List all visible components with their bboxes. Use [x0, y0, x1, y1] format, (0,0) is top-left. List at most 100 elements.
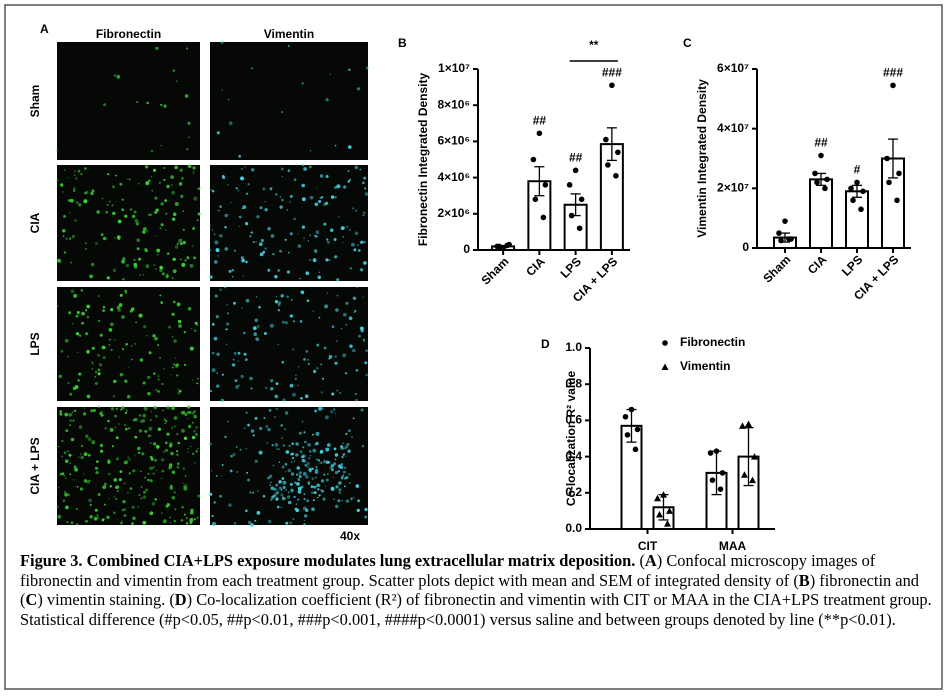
stain-dot [315, 476, 317, 479]
data-point [572, 167, 579, 174]
stain-dot [224, 286, 227, 289]
stain-dot [295, 374, 297, 377]
stain-dot [67, 450, 69, 453]
stain-dot [345, 372, 348, 375]
caption: Figure 3. Combined CIA+LPS exposure modu… [20, 551, 932, 629]
stain-dot [290, 314, 294, 318]
data-point [660, 491, 667, 498]
stain-dot [171, 406, 175, 411]
stain-dot [187, 164, 192, 169]
stain-dot [124, 500, 127, 503]
stain-dot [255, 241, 257, 243]
stain-dot [233, 249, 236, 252]
stain-dot [96, 460, 99, 463]
stain-dot [262, 494, 266, 498]
stain-dot [182, 210, 185, 213]
stain-dot [311, 477, 315, 481]
stain-dot [140, 420, 143, 423]
stain-dot [320, 461, 323, 464]
stain-dot [159, 357, 162, 359]
stain-dot [307, 240, 309, 242]
stain-dot [83, 412, 87, 416]
stain-dot [289, 232, 293, 236]
stain-dot [193, 414, 197, 419]
stain-dot [169, 521, 172, 524]
stain-dot [95, 509, 98, 512]
stain-dot [345, 499, 349, 503]
stain-dot [124, 214, 128, 218]
stain-dot [291, 299, 293, 301]
stain-dot [138, 451, 141, 454]
stain-dot [197, 212, 201, 216]
stain-dot [115, 436, 119, 440]
stain-dot [98, 363, 103, 367]
stain-dot [64, 169, 66, 171]
stain-dot [280, 493, 284, 497]
stain-dot [115, 200, 117, 203]
stain-dot [231, 363, 236, 367]
stain-dot [222, 175, 225, 178]
stain-dot [180, 194, 184, 198]
stain-dot [255, 296, 258, 298]
data-point [615, 149, 621, 156]
comparison-label: ** [589, 38, 599, 52]
stain-dot [266, 442, 269, 444]
stain-dot [208, 442, 212, 446]
stain-dot [140, 497, 143, 500]
stain-dot [252, 326, 257, 331]
stain-dot [62, 235, 65, 238]
stain-dot [189, 346, 194, 351]
stain-dot [186, 148, 189, 151]
stain-dot [340, 463, 343, 466]
stain-dot [118, 303, 123, 307]
stain-dot [66, 521, 69, 523]
stain-dot [242, 205, 247, 209]
micrograph [57, 42, 200, 160]
x-tick-label: Sham [760, 252, 793, 285]
stain-dot [252, 434, 255, 437]
stain-dot [75, 177, 78, 180]
y-tick-label: 0 [742, 240, 749, 254]
stain-dot [78, 372, 81, 376]
stain-dot [241, 168, 243, 170]
stain-dot [78, 203, 82, 207]
stain-dot [265, 424, 269, 428]
stain-dot [119, 470, 123, 473]
data-point [613, 172, 619, 179]
stain-dot [210, 189, 213, 191]
stain-dot [112, 395, 115, 398]
stain-dot [296, 473, 299, 476]
y-tick-label: 0.4 [565, 449, 582, 463]
stain-dot [192, 172, 195, 175]
stain-dot [247, 423, 250, 427]
stain-dot [131, 522, 134, 525]
stain-dot [196, 219, 199, 222]
stain-dot [97, 372, 101, 376]
stain-dot [184, 412, 188, 417]
stain-dot [250, 429, 255, 433]
stain-dot [254, 416, 258, 420]
stain-dot [308, 457, 311, 460]
stain-dot [91, 189, 95, 193]
stain-dot [75, 314, 79, 318]
y-tick-label: 2×10⁶ [437, 206, 470, 220]
stain-dot [165, 448, 168, 452]
stain-dot [245, 298, 250, 303]
stain-dot [214, 240, 219, 245]
stain-dot [352, 417, 355, 420]
stain-dot [141, 452, 145, 456]
data-point [884, 155, 890, 162]
stain-dot [301, 183, 306, 188]
stain-dot [85, 309, 88, 312]
stain-dot [78, 425, 83, 429]
stain-dot [275, 491, 279, 495]
stain-dot [258, 450, 263, 455]
stain-dot [299, 450, 303, 454]
stain-dot [163, 178, 166, 181]
stain-dot [343, 185, 347, 189]
stain-dot [183, 485, 185, 488]
stain-dot [69, 392, 73, 396]
stain-dot [102, 356, 106, 360]
stain-dot [76, 485, 79, 488]
stain-dot [94, 519, 97, 521]
